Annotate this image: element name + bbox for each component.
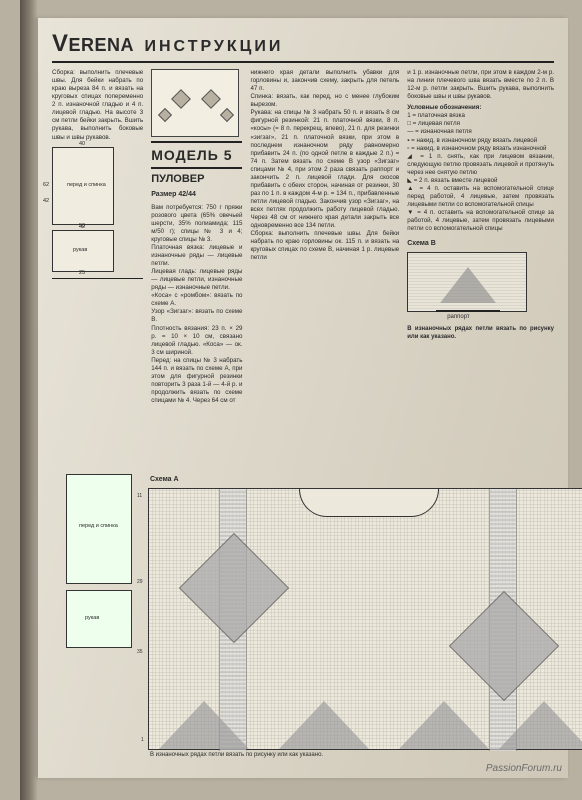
- col-3: нижнего края детали выполнить убавки для…: [250, 69, 399, 405]
- model-title: МОДЕЛЬ 5: [151, 141, 242, 169]
- schema-b-chart: [407, 252, 527, 312]
- schema-a-label: Схема А: [150, 476, 179, 483]
- schematic-sleeve: рукав 42 25: [52, 230, 114, 272]
- schema-a-caption: В изнаночных рядах петли вязать по рисун…: [150, 752, 323, 758]
- col2-text: Вам потребуется: 750 г пряжи розового цв…: [151, 204, 242, 406]
- page-header: VERENA ИНСТРУКЦИИ: [52, 30, 554, 63]
- watermark: PassionForum.ru: [486, 763, 562, 774]
- magazine-page: VERENA ИНСТРУКЦИИ Сборка: выполнить плеч…: [38, 18, 568, 778]
- rapport-label: раппорт: [447, 314, 554, 322]
- sweater-illustration: [151, 69, 239, 137]
- model-subtitle: ПУЛОВЕР: [151, 172, 242, 186]
- assembly-text: Сборка: выполнить плечевые швы. Для бейк…: [52, 69, 143, 142]
- col3-text: нижнего края детали выполнить убавки для…: [250, 69, 399, 263]
- schema-b-label: Схема В: [407, 239, 554, 248]
- schematic-body: перед и спинка 40 50 62 42: [52, 147, 114, 225]
- col-2: МОДЕЛЬ 5 ПУЛОВЕР Размер 42/44 Вам потреб…: [151, 69, 242, 405]
- section-title: ИНСТРУКЦИИ: [144, 38, 283, 55]
- brand: VERENA: [52, 35, 134, 55]
- legend-text: 1 = платочная вязка □ = лицевая петля — …: [407, 112, 554, 233]
- col-1: Сборка: выполнить плечевые швы. Для бейк…: [52, 69, 143, 405]
- schema-a-chart: 11 29 35 1: [148, 488, 582, 750]
- schematic-body-2: перед и спинка: [66, 474, 132, 584]
- schematic-sleeve-2: рукав: [66, 590, 132, 648]
- text-columns: Сборка: выполнить плечевые швы. Для бейк…: [52, 69, 554, 405]
- note-b: В изнаночных рядах петли вязать по рисун…: [407, 326, 554, 341]
- size-line: Размер 42/44: [151, 190, 242, 199]
- col-4: и 1 р. изнаночные петли, при этом в кажд…: [407, 69, 554, 405]
- left-schematics: перед и спинка рукав: [52, 468, 142, 654]
- legend-title: Условные обозначения:: [407, 104, 554, 112]
- col4-top: и 1 р. изнаночные петли, при этом в кажд…: [407, 69, 554, 101]
